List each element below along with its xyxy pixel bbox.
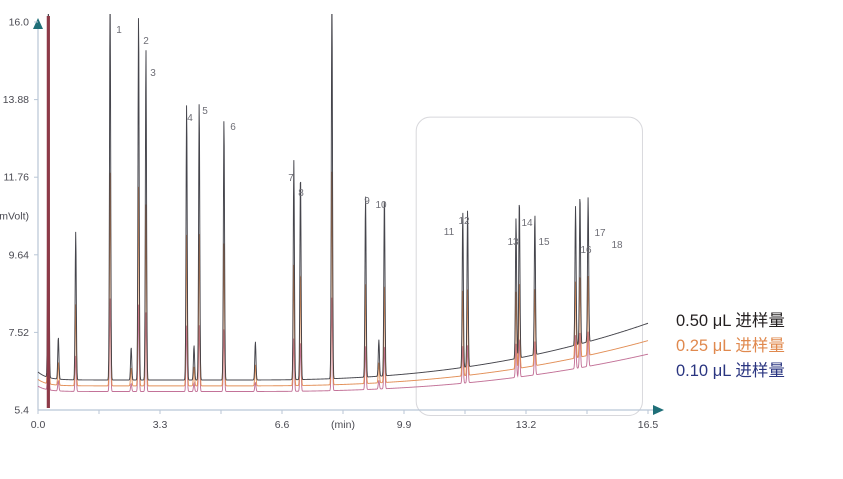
peak-label-11: 11	[444, 227, 455, 238]
y-tick-label-5.4: 5.4	[14, 405, 29, 417]
x-tick-label-3.3: 3.3	[153, 419, 168, 431]
legend-item-025: 0.25 μL 进样量	[676, 337, 785, 355]
x-axis-unit-label: (min)	[331, 419, 355, 431]
peak-label-3: 3	[150, 68, 156, 79]
peak-label-14: 14	[521, 218, 533, 229]
x-tick-label-9.9: 9.9	[397, 419, 412, 431]
x-tick-label-13.2: 13.2	[516, 419, 537, 431]
peak-label-13: 13	[507, 237, 519, 248]
trace-group	[37, 14, 649, 408]
peak-label-16: 16	[580, 245, 592, 256]
peak-label-12: 12	[458, 216, 470, 227]
x-tick-label-0.0: 0.0	[31, 419, 46, 431]
peak-label-10: 10	[375, 200, 387, 211]
peak-label-7: 7	[288, 173, 294, 184]
y-axis-arrow-icon	[33, 18, 43, 29]
peak-label-4: 4	[187, 113, 193, 124]
x-tick-label-6.6: 6.6	[275, 419, 290, 431]
peak-label-1: 1	[116, 25, 122, 36]
peak-label-18: 18	[611, 240, 623, 251]
y-tick-label-13.88: 13.88	[3, 94, 29, 106]
peak-label-9: 9	[364, 196, 370, 207]
legend-item-050: 0.50 μL 进样量	[676, 312, 785, 330]
region-highlight-box	[415, 116, 643, 416]
x-axis-arrow-icon	[653, 405, 664, 415]
trace-0	[37, 14, 649, 381]
y-tick-label-16.0: 16.0	[9, 17, 30, 29]
peak-label-8: 8	[298, 188, 304, 199]
legend: 0.50 μL 进样量 0.25 μL 进样量 0.10 μL 进样量	[676, 309, 841, 384]
peak-label-2: 2	[143, 36, 149, 47]
peak-label-6: 6	[230, 122, 236, 133]
legend-item-010: 0.10 μL 进样量	[676, 362, 785, 380]
peak-label-5: 5	[202, 106, 208, 117]
y-tick-label-9.64: 9.64	[9, 249, 30, 261]
y-tick-label-11.76: 11.76	[4, 172, 30, 184]
y-tick-label-7.52: 7.52	[9, 327, 30, 339]
y-axis-unit-label: (mVolt)	[0, 211, 29, 223]
trace-1	[37, 171, 649, 387]
x-tick-label-16.5: 16.5	[638, 419, 659, 431]
peak-label-17: 17	[594, 228, 606, 239]
peak-label-15: 15	[538, 237, 550, 248]
